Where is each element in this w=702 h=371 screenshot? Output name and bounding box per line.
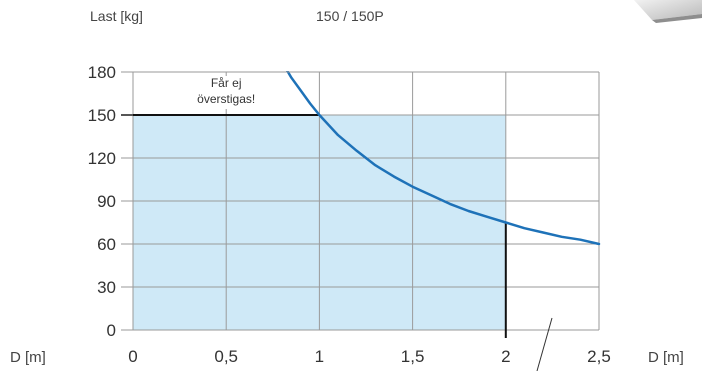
- y-tick-label: 0: [107, 321, 116, 340]
- x-tick-label: 1: [315, 347, 324, 366]
- x-tick-label: 1,5: [401, 347, 425, 366]
- x-tick-label: 0: [128, 347, 137, 366]
- y-tick-label: 90: [97, 192, 116, 211]
- y-tick-label: 150: [88, 106, 116, 125]
- y-tick-label: 120: [88, 149, 116, 168]
- x-unit-label-left: D [m]: [10, 349, 46, 366]
- annotation-line: Får ej: [211, 76, 242, 90]
- decorative-stroke: [536, 317, 553, 371]
- x-tick-label: 2,5: [587, 347, 611, 366]
- x-tick-label: 0,5: [214, 347, 238, 366]
- plot-top-mask: [131, 40, 601, 71]
- load-axis-title: Last [kg]: [90, 8, 143, 24]
- x-tick-label: 2: [501, 347, 510, 366]
- annotation-line: överstigas!: [197, 92, 255, 106]
- y-tick-label: 30: [97, 278, 116, 297]
- product-image-fragment: [634, 0, 702, 23]
- y-tick-label: 60: [97, 235, 116, 254]
- model-label: 150 / 150P: [316, 8, 384, 24]
- load-limit-curve: [280, 60, 601, 246]
- y-tick-label: 180: [88, 63, 116, 82]
- x-unit-label-right: D [m]: [648, 349, 684, 366]
- annotation-backdrop: [160, 76, 292, 109]
